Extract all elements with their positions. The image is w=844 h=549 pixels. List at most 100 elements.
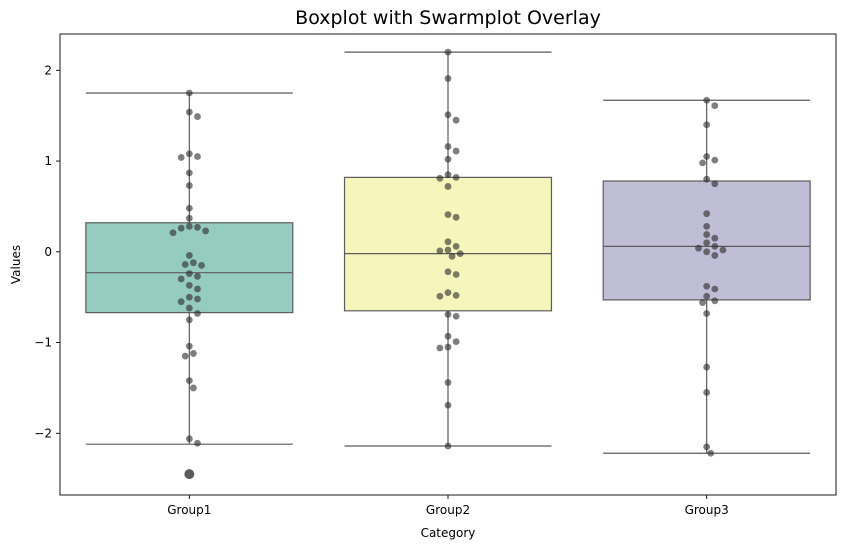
swarm-point [194, 153, 201, 160]
swarm-point [444, 246, 452, 254]
swarm-point [452, 312, 460, 320]
swarm-point [444, 332, 452, 340]
swarm-point [444, 143, 452, 150]
swarm-point [177, 275, 185, 283]
swarm-point [703, 121, 711, 129]
swarm-point [194, 295, 201, 303]
swarm-point [452, 338, 460, 346]
swarm-point [703, 443, 711, 451]
swarm-point [436, 344, 444, 352]
swarm-point [444, 268, 452, 276]
chart-title: Boxplot with Swarmplot Overlay [295, 7, 601, 29]
swarm-point [444, 343, 452, 351]
y-tick-label: 1 [44, 154, 52, 168]
swarm-point [699, 299, 706, 307]
swarm-point [185, 316, 193, 324]
swarm-point [448, 252, 456, 260]
swarm-point [444, 155, 452, 163]
swarm-point [185, 182, 193, 189]
swarm-point [185, 204, 193, 212]
swarm-point [703, 153, 711, 160]
swarm-point [703, 248, 711, 256]
outlier-point [184, 469, 195, 480]
swarm-group2 [436, 48, 464, 450]
swarm-point [444, 75, 452, 82]
swarm-point [194, 310, 201, 317]
y-tick-label: 2 [44, 63, 52, 77]
swarm-point [194, 223, 201, 231]
swarm-point [194, 285, 201, 293]
swarm-point [177, 154, 185, 161]
swarm-point [456, 250, 464, 258]
swarm-point [185, 304, 193, 312]
swarm-point [703, 175, 711, 183]
swarm-point [436, 292, 444, 300]
swarm-point [444, 48, 452, 56]
swarm-point [185, 169, 193, 177]
swarm-point [194, 113, 201, 120]
x-tick-label: Group2 [426, 503, 470, 517]
swarm-point [707, 449, 715, 457]
swarm-point [185, 108, 193, 116]
swarm-point [177, 298, 185, 306]
swarm-point [185, 281, 193, 289]
swarm-point [185, 270, 193, 277]
swarm-point [703, 310, 711, 317]
swarm-point [185, 89, 193, 97]
swarm-group3 [695, 96, 727, 457]
swarm-point [699, 159, 706, 167]
swarm-point [194, 272, 201, 280]
x-axis-label: Category [421, 526, 476, 540]
swarm-point [444, 442, 452, 450]
swarm-point [194, 439, 201, 447]
swarm-point [185, 342, 193, 350]
y-tick-label: 0 [44, 245, 52, 259]
y-tick-label: −1 [34, 336, 52, 350]
swarm-point [711, 297, 719, 305]
swarm-point [185, 252, 193, 259]
swarm-point [444, 111, 452, 119]
swarm-point [711, 156, 719, 164]
swarm-point [177, 224, 185, 232]
x-axis: Group1 Group2 Group3 [167, 495, 729, 517]
swarm-point [181, 352, 189, 360]
swarm-point [444, 311, 452, 318]
swarm-group1 [169, 89, 210, 447]
swarm-point [444, 289, 452, 297]
swarm-point [703, 292, 711, 300]
swarm-point [452, 213, 460, 221]
swarm-point [711, 242, 719, 250]
swarm-points-layer [169, 48, 727, 457]
swarm-point [444, 238, 452, 246]
y-axis: −2 −1 0 1 2 [34, 63, 60, 440]
swarm-point [711, 252, 719, 259]
swarm-point [444, 183, 452, 190]
swarm-point [185, 435, 193, 443]
swarm-point [703, 363, 711, 371]
swarm-point [703, 96, 711, 104]
swarm-point [169, 229, 177, 237]
swarm-point [703, 282, 711, 290]
box-group2 [343, 51, 553, 447]
swarm-point [181, 261, 189, 268]
swarm-point [711, 102, 719, 110]
swarm-point [452, 116, 460, 124]
swarm-point [444, 379, 452, 386]
swarm-point [444, 401, 452, 409]
swarm-point [711, 180, 719, 188]
swarm-point [190, 384, 197, 392]
swarm-point [185, 377, 193, 385]
swarm-point [190, 350, 197, 357]
swarm-point [452, 173, 460, 181]
swarm-point [703, 210, 711, 218]
swarm-point [711, 285, 719, 293]
swarm-point [711, 234, 719, 242]
swarm-point [185, 214, 193, 222]
swarm-point [452, 271, 460, 278]
swarm-point [185, 150, 193, 158]
swarm-point [452, 242, 460, 250]
swarm-point [202, 227, 210, 235]
x-tick-label: Group3 [685, 503, 729, 517]
swarm-point [185, 293, 193, 301]
